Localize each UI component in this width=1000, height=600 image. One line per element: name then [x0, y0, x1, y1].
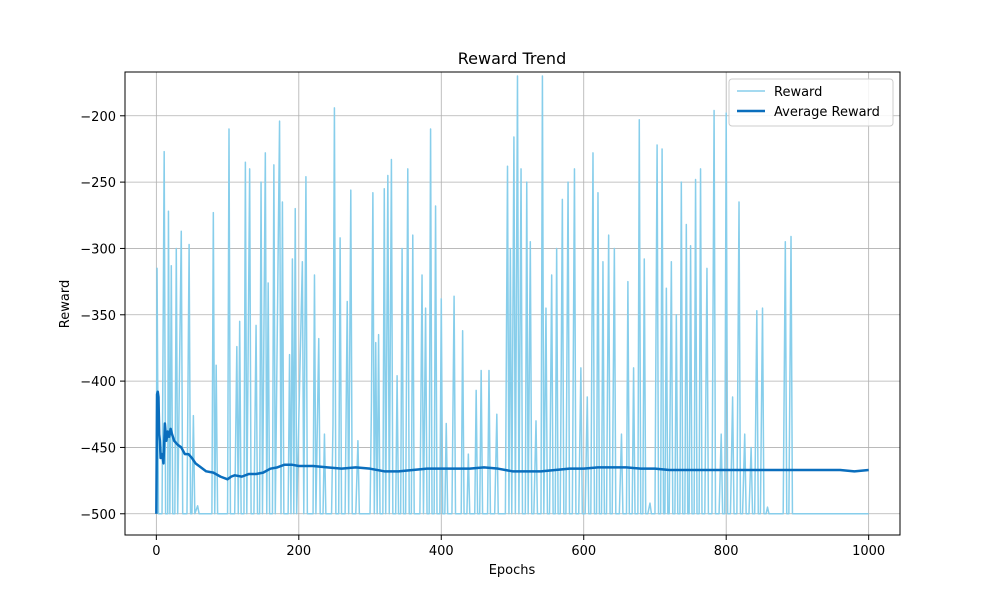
average-reward-series-line: [155, 390, 869, 514]
y-axis-ticks: −500 −450 −400 −350 −300 −250 −200: [80, 110, 125, 523]
x-tick-label: 400: [429, 544, 454, 559]
reward-series-line: [155, 75, 869, 515]
y-tick-label: −350: [80, 309, 116, 324]
plot-area: [155, 75, 869, 515]
y-tick-label: −500: [80, 508, 116, 523]
chart-title: Reward Trend: [458, 49, 566, 68]
legend: Reward Average Reward: [728, 78, 894, 127]
x-axis-ticks: 0 200 400 600 800 1000: [152, 535, 885, 559]
y-tick-label: −200: [80, 110, 116, 125]
y-tick-label: −400: [80, 375, 116, 390]
x-axis-label: Epochs: [489, 563, 536, 578]
y-tick-label: −450: [80, 441, 116, 456]
x-tick-label: 600: [571, 544, 596, 559]
y-axis-label: Reward: [58, 280, 73, 328]
plot-frame: [124, 71, 901, 536]
x-tick-label: 800: [714, 544, 739, 559]
legend-label-average-reward: Average Reward: [774, 105, 880, 120]
x-tick-label: 200: [286, 544, 311, 559]
legend-label-reward: Reward: [774, 85, 822, 100]
y-tick-label: −300: [80, 242, 116, 257]
x-tick-label: 0: [152, 544, 160, 559]
x-tick-label: 1000: [852, 544, 885, 559]
legend-box: [728, 78, 894, 127]
y-tick-label: −250: [80, 176, 116, 191]
